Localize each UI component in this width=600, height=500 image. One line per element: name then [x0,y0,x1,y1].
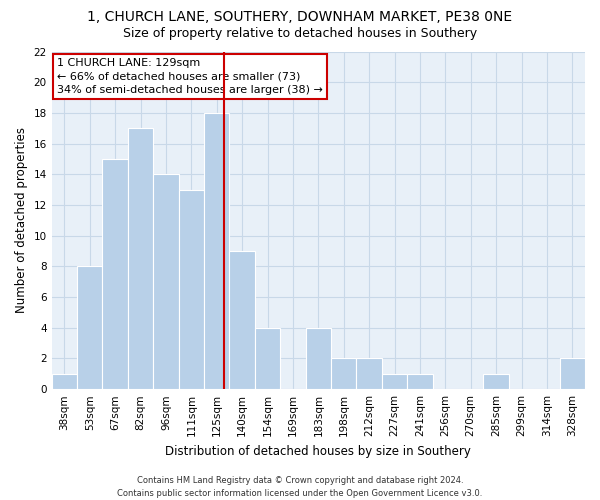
Bar [560,358,585,389]
Bar [128,128,153,389]
Bar [229,251,255,389]
Bar [103,159,128,389]
Text: Size of property relative to detached houses in Southery: Size of property relative to detached ho… [123,28,477,40]
Bar [179,190,204,389]
Bar [356,358,382,389]
X-axis label: Distribution of detached houses by size in Southery: Distribution of detached houses by size … [166,444,471,458]
Bar [255,328,280,389]
Bar [407,374,433,389]
Bar [331,358,356,389]
Text: 1 CHURCH LANE: 129sqm
← 66% of detached houses are smaller (73)
34% of semi-deta: 1 CHURCH LANE: 129sqm ← 66% of detached … [57,58,323,94]
Y-axis label: Number of detached properties: Number of detached properties [15,128,28,314]
Text: Contains HM Land Registry data © Crown copyright and database right 2024.
Contai: Contains HM Land Registry data © Crown c… [118,476,482,498]
Bar [305,328,331,389]
Bar [204,113,229,389]
Bar [484,374,509,389]
Bar [153,174,179,389]
Bar [382,374,407,389]
Bar [52,374,77,389]
Bar [77,266,103,389]
Text: 1, CHURCH LANE, SOUTHERY, DOWNHAM MARKET, PE38 0NE: 1, CHURCH LANE, SOUTHERY, DOWNHAM MARKET… [88,10,512,24]
